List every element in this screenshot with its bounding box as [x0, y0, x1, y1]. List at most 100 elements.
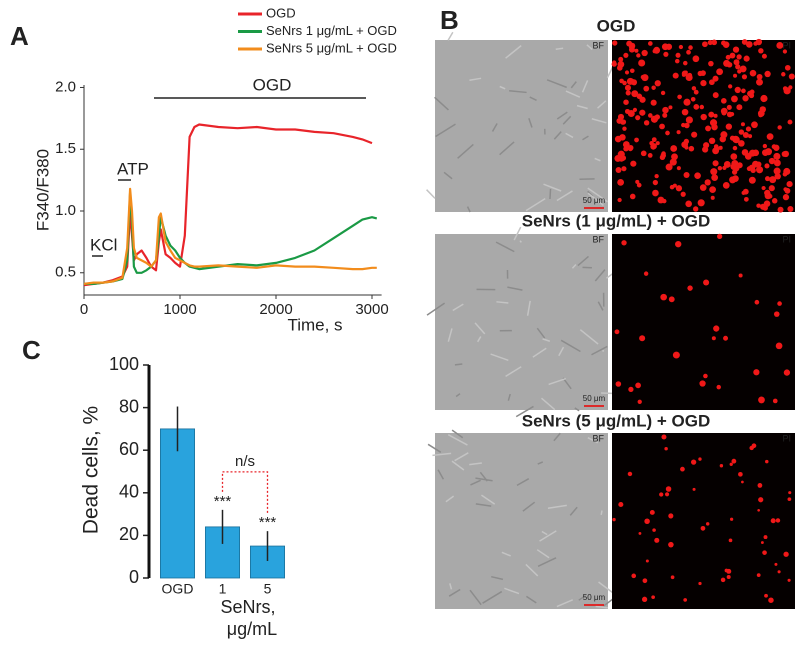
pi-cell	[637, 399, 642, 404]
pi-cell	[617, 113, 625, 120]
cell-texture	[537, 557, 557, 567]
scale-bar-label: 50 μm	[583, 394, 606, 403]
pi-cell	[760, 94, 768, 103]
pi-cell	[738, 471, 743, 477]
pi-cell	[621, 166, 627, 172]
pi-cell	[709, 119, 718, 127]
pi-cell	[740, 122, 745, 127]
pi-cell	[775, 518, 781, 523]
pi-cell	[652, 189, 659, 197]
x-axis-title: Time, s	[287, 315, 342, 334]
cell-texture	[474, 322, 486, 335]
pi-cell	[709, 186, 716, 194]
pi-cell	[764, 593, 768, 598]
cell-texture	[576, 104, 588, 110]
pi-cell	[775, 342, 783, 350]
pi-cell	[618, 56, 624, 62]
pi-cell	[638, 532, 642, 535]
pi-cell	[772, 398, 778, 404]
pi-cell	[660, 90, 666, 96]
x-tick-label: OGD	[162, 581, 194, 597]
pi-cell	[664, 446, 668, 451]
pi-cell	[739, 65, 747, 73]
pi-cell	[638, 59, 646, 67]
pi-cell	[654, 537, 660, 543]
pi-cell	[703, 279, 710, 286]
pi-cell	[713, 113, 718, 118]
legend-label: SeNrs 5 μg/mL + OGD	[266, 40, 397, 55]
cell-texture	[432, 452, 452, 457]
pi-cell	[672, 351, 680, 359]
cell-texture	[597, 100, 607, 109]
pi-cell	[670, 575, 675, 580]
pi-cell	[705, 522, 710, 526]
pi-cell	[742, 188, 749, 195]
cell-texture	[556, 190, 573, 202]
pi-cell	[674, 58, 680, 64]
cell-texture	[536, 549, 550, 559]
cell-texture	[565, 132, 574, 139]
pi-cell	[757, 483, 763, 488]
pi-cell	[692, 55, 700, 63]
cell-texture	[482, 590, 503, 604]
pi-cell	[777, 570, 781, 574]
cell-texture	[516, 478, 530, 487]
pi-cell	[729, 52, 736, 59]
panel-label: A	[10, 21, 29, 51]
y-tick-label: 100	[109, 354, 139, 374]
pi-cell	[725, 54, 731, 60]
pi-cell	[661, 151, 666, 156]
cell-texture	[569, 506, 578, 516]
pi-cell	[698, 581, 702, 586]
cell-texture	[587, 437, 599, 444]
pi-cell	[721, 40, 727, 46]
pi-cell	[760, 541, 764, 544]
cell-texture	[519, 240, 522, 243]
pi-cell	[683, 171, 690, 178]
pi-cell	[675, 240, 682, 248]
pi-cell	[685, 116, 693, 124]
pi-cell	[692, 487, 696, 491]
pi-cell	[625, 90, 631, 96]
pi-cell	[650, 115, 659, 123]
pi-cell	[661, 43, 669, 51]
cell-texture	[528, 118, 533, 128]
pi-cell	[787, 206, 794, 213]
pi-cell	[733, 73, 738, 78]
pi-cell	[776, 42, 784, 49]
pi-cell	[676, 166, 681, 171]
pi-cell	[753, 369, 760, 376]
pi-cell	[732, 135, 740, 143]
cell-texture	[455, 393, 461, 398]
pi-cell	[681, 141, 689, 149]
pi-cell	[662, 106, 669, 114]
cell-texture	[454, 452, 469, 462]
pi-cell	[628, 44, 635, 50]
pi-cell	[782, 49, 788, 54]
pi-cell	[732, 145, 738, 151]
pi-cell	[729, 517, 734, 521]
pi-cell	[635, 179, 640, 184]
pi-cell	[762, 143, 768, 149]
cell-texture	[526, 300, 531, 316]
annotation: ATP	[117, 159, 149, 178]
pi-cell	[629, 193, 636, 200]
pi-cell	[631, 573, 637, 579]
pi-cell	[640, 74, 646, 80]
pi-cell	[720, 577, 726, 583]
pi-cell	[622, 126, 627, 131]
pi-cell	[749, 69, 757, 77]
pi-cell	[693, 206, 699, 212]
cell-texture	[594, 157, 601, 162]
pi-cell	[713, 325, 720, 332]
significance: ***	[259, 514, 277, 531]
pi-cell	[630, 160, 637, 167]
x-tick-label: 0	[80, 301, 88, 318]
pi-cell	[687, 285, 693, 291]
y-axis-title: Dead cells, %	[80, 406, 103, 534]
pi-cell	[643, 120, 650, 126]
pi-cell	[728, 84, 733, 89]
pi-cell	[765, 459, 769, 464]
pi-cell	[651, 595, 655, 600]
